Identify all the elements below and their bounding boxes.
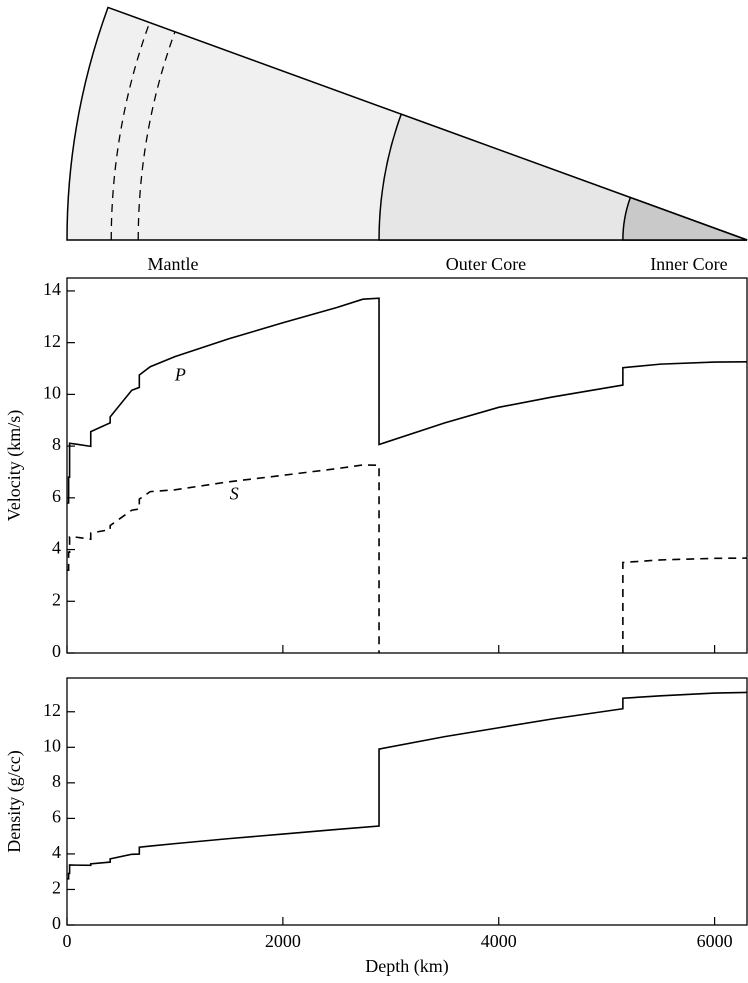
y-tick-label: 4 xyxy=(52,842,61,862)
discontinuity xyxy=(110,22,151,241)
series-line xyxy=(67,297,748,504)
y-axis-label: Density (g/cc) xyxy=(4,750,25,852)
series-label: P xyxy=(174,364,186,384)
series-line xyxy=(67,464,748,653)
series-label: S xyxy=(230,483,239,503)
layer-label: Inner Core xyxy=(650,254,727,274)
discontinuity xyxy=(137,31,176,241)
y-tick-label: 0 xyxy=(52,641,61,661)
layer-label: Mantle xyxy=(148,254,199,274)
y-tick-label: 6 xyxy=(52,807,61,827)
y-tick-label: 8 xyxy=(52,771,61,791)
y-tick-label: 4 xyxy=(52,538,61,558)
series-line xyxy=(67,691,748,880)
y-tick-label: 6 xyxy=(52,486,61,506)
y-tick-label: 8 xyxy=(52,434,61,454)
y-axis-label: Velocity (km/s) xyxy=(4,410,25,521)
x-axis-label: Depth (km) xyxy=(365,956,448,977)
x-tick-label: 2000 xyxy=(265,931,301,951)
plot-frame xyxy=(66,677,748,926)
y-tick-label: 12 xyxy=(43,331,61,351)
x-tick-label: 6000 xyxy=(697,931,733,951)
y-tick-label: 2 xyxy=(52,878,61,898)
plot-frame xyxy=(66,277,748,654)
x-tick-label: 0 xyxy=(63,931,72,951)
y-tick-label: 10 xyxy=(43,383,61,403)
y-tick-label: 0 xyxy=(52,913,61,933)
layer-label: Outer Core xyxy=(446,254,526,274)
layer-region xyxy=(622,196,748,241)
y-tick-label: 2 xyxy=(52,589,61,609)
y-tick-label: 14 xyxy=(43,279,61,299)
y-tick-label: 12 xyxy=(43,700,61,720)
x-tick-label: 4000 xyxy=(481,931,517,951)
y-tick-label: 10 xyxy=(43,735,61,755)
